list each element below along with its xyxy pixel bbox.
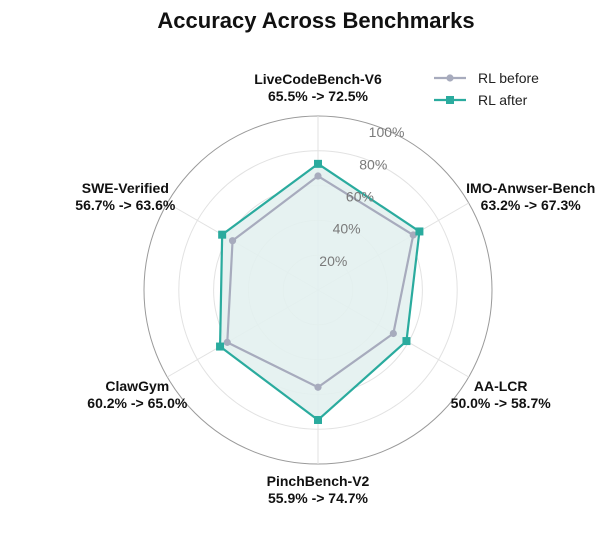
axis-label-name: LiveCodeBench-V6: [254, 71, 382, 87]
radial-tick-labels: 20% 40% 60% 80% 100%: [319, 124, 404, 269]
legend: RL before RL after: [434, 70, 539, 108]
axis-label-name: IMO-Anwser-Bench: [466, 180, 595, 196]
series-fill: [220, 163, 420, 420]
data-point: [402, 337, 411, 346]
data-point: [415, 227, 424, 236]
axis-label-name: PinchBench-V2: [267, 473, 370, 489]
series-fills: [220, 163, 420, 420]
chart-title: Accuracy Across Benchmarks: [157, 8, 474, 33]
legend-label: RL after: [478, 92, 528, 108]
radial-tick-label: 60%: [346, 189, 374, 205]
data-point: [389, 329, 397, 338]
data-point: [409, 231, 417, 239]
axis-label-name: SWE-Verified: [82, 180, 169, 196]
axis-label-name: AA-LCR: [474, 378, 528, 394]
axis-label-change: 63.2% -> 67.3%: [481, 197, 582, 213]
legend-marker: [446, 96, 454, 104]
legend-label: RL before: [478, 70, 539, 86]
data-point: [223, 338, 231, 346]
data-point: [314, 172, 322, 180]
data-point: [314, 383, 322, 391]
data-point: [314, 159, 322, 168]
axis-label-change: 56.7% -> 63.6%: [75, 197, 176, 213]
radial-tick-label: 100%: [369, 124, 405, 140]
axis-label-change: 55.9% -> 74.7%: [268, 490, 369, 506]
series-lines: [216, 159, 424, 424]
axis-label-name: ClawGym: [105, 378, 169, 394]
axis-label-change: 50.0% -> 58.7%: [451, 395, 552, 411]
radial-tick-label: 20%: [319, 253, 347, 269]
radial-tick-label: 40%: [333, 221, 361, 237]
radial-tick-label: 80%: [359, 156, 387, 172]
data-point: [228, 237, 237, 245]
legend-marker: [446, 74, 454, 82]
axis-label-change: 60.2% -> 65.0%: [87, 395, 188, 411]
data-point: [218, 230, 227, 239]
data-point: [314, 415, 322, 424]
axis-label-change: 65.5% -> 72.5%: [268, 88, 369, 104]
data-point: [216, 342, 225, 351]
